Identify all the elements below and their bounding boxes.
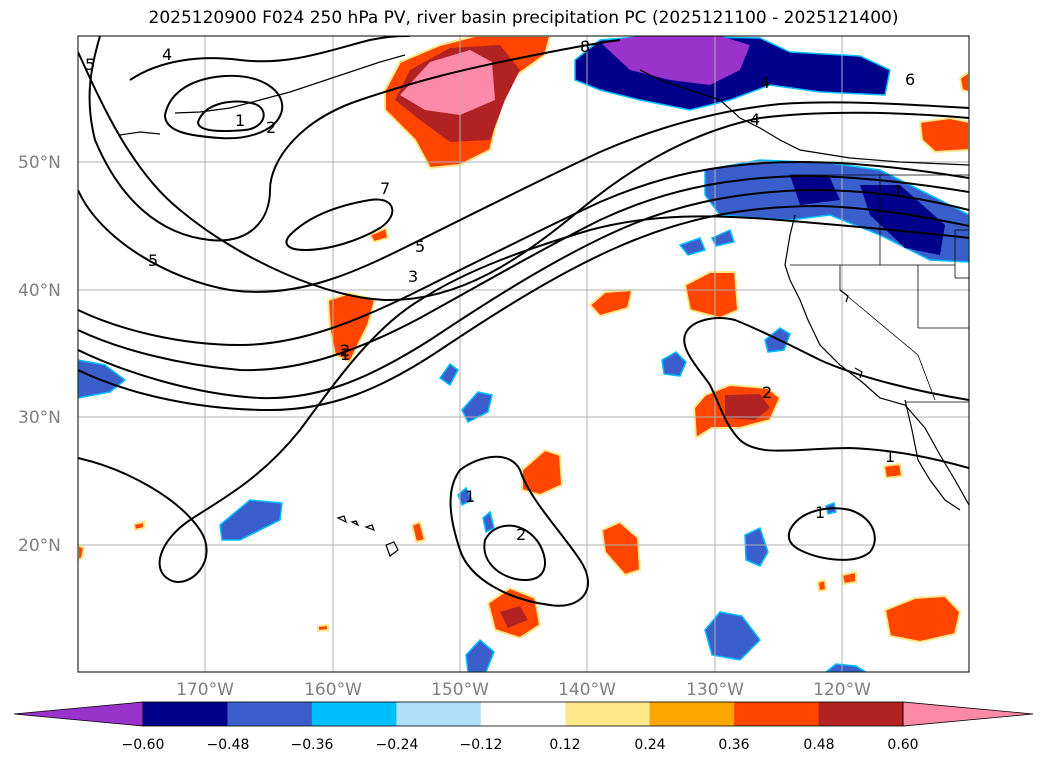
colorbar-tick-label: 0.48 bbox=[803, 737, 835, 753]
contour-label: 2 bbox=[340, 341, 350, 360]
contour-label: 4 bbox=[750, 110, 760, 129]
contour-label: 5 bbox=[415, 237, 425, 256]
colorbar-swatch bbox=[311, 702, 397, 726]
colorbar-tick-label: −0.12 bbox=[459, 737, 503, 753]
colorbar-swatch bbox=[227, 702, 313, 726]
contour-label: 5 bbox=[85, 55, 95, 74]
colorbar-tick-label: −0.24 bbox=[375, 737, 419, 753]
contour-label: 7 bbox=[380, 179, 390, 198]
map-title: 2025120900 F024 250 hPa PV, river basin … bbox=[148, 8, 899, 28]
colorbar-tick-label: −0.36 bbox=[290, 737, 334, 753]
contour-label: 1 bbox=[235, 111, 245, 130]
state-borders bbox=[790, 174, 969, 403]
colorbar-swatch bbox=[649, 702, 735, 726]
pv-contours bbox=[78, 36, 969, 607]
lon-label-150w: 150°W bbox=[431, 680, 489, 700]
colorbar-swatch bbox=[143, 702, 228, 726]
lon-label-170w: 170°W bbox=[176, 680, 234, 700]
contour-label: 1 bbox=[885, 447, 895, 466]
lat-label-50n: 50°N bbox=[18, 153, 61, 173]
colorbar-tick-label: −0.60 bbox=[121, 737, 165, 753]
contour-label: 2 bbox=[762, 383, 772, 402]
colorbar-swatch bbox=[734, 702, 820, 726]
colorbar-swatch bbox=[396, 702, 482, 726]
contour-labels: 5 4 1 2 8 4 6 4 1 7 5 3 5 1 2 1 2 1 1 2 bbox=[85, 37, 915, 544]
contour-label: 5 bbox=[148, 251, 158, 270]
colorbar-under-triangle bbox=[13, 701, 144, 727]
lon-label-140w: 140°W bbox=[558, 680, 616, 700]
colorbar-tick-label: 0.60 bbox=[887, 737, 919, 753]
contour-label: 4 bbox=[760, 73, 770, 92]
colorbar bbox=[13, 701, 1034, 727]
contour-label: 2 bbox=[266, 118, 276, 137]
contour-label: 6 bbox=[905, 70, 915, 89]
colorbar-over-triangle bbox=[902, 701, 1034, 727]
colorbar-swatch bbox=[480, 702, 566, 726]
colorbar-tick-label: 0.12 bbox=[549, 737, 581, 753]
contour-label: 1 bbox=[340, 345, 350, 364]
contour-label: 4 bbox=[162, 45, 172, 64]
contour-label: 1 bbox=[815, 503, 825, 522]
plot-area bbox=[78, 36, 969, 672]
lat-label-30n: 30°N bbox=[18, 408, 61, 428]
colorbar-swatch bbox=[565, 702, 651, 726]
plot-frame bbox=[77, 35, 970, 673]
lat-label-20n: 20°N bbox=[18, 536, 61, 556]
lon-label-120w: 120°W bbox=[813, 680, 871, 700]
colorbar-swatch bbox=[818, 702, 904, 726]
contour-label: 2 bbox=[516, 525, 526, 544]
contour-label: 1 bbox=[893, 182, 903, 201]
contour-label: 1 bbox=[465, 487, 475, 506]
colorbar-tick-label: 0.24 bbox=[634, 737, 666, 753]
lon-label-130w: 130°W bbox=[686, 680, 744, 700]
contour-label: 3 bbox=[408, 267, 418, 286]
colorbar-tick-label: −0.48 bbox=[206, 737, 250, 753]
coastlines bbox=[119, 54, 969, 557]
colorbar-tick-label: 0.36 bbox=[718, 737, 750, 753]
lat-label-40n: 40°N bbox=[18, 281, 61, 301]
contour-label: 8 bbox=[580, 37, 590, 56]
lon-label-160w: 160°W bbox=[304, 680, 362, 700]
